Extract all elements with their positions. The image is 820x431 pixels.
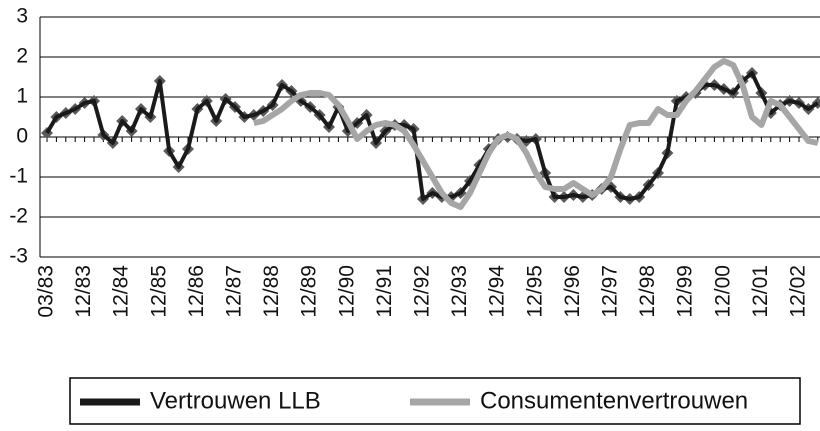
x-tick-label: 12/83 [72, 265, 95, 318]
series-line [253, 58, 819, 210]
x-tick-label: 12/02 [787, 265, 810, 318]
legend-label: Consumentenvertrouwen [480, 387, 748, 414]
y-tick-label: 3 [16, 5, 28, 28]
x-tick-label: 12/89 [298, 265, 321, 318]
x-tick-label: 12/01 [749, 265, 772, 318]
y-tick-label: 2 [16, 45, 28, 68]
y-tick-label: 1 [16, 85, 28, 108]
x-tick-label: 12/87 [223, 265, 246, 318]
y-tick-label: -3 [9, 245, 28, 268]
x-tick-label: 03/83 [35, 265, 58, 318]
x-tick-label: 12/93 [448, 265, 471, 318]
x-tick-label: 12/90 [335, 265, 358, 318]
x-tick-label: 12/85 [147, 265, 170, 318]
x-tick-label: 12/99 [674, 265, 697, 318]
legend-box [69, 377, 801, 425]
y-tick-label: -2 [9, 205, 28, 228]
x-tick-label: 12/91 [373, 265, 396, 318]
x-tick-label: 12/86 [185, 265, 208, 318]
x-tick-label: 12/98 [636, 265, 659, 318]
x-tick-label: 12/92 [411, 265, 434, 318]
x-tick-label: 12/00 [711, 265, 734, 318]
x-tick-label: 12/84 [110, 265, 133, 318]
y-tick-label: 0 [16, 125, 28, 148]
x-tick-label: 12/97 [599, 265, 622, 318]
legend-label: Vertrouwen LLB [150, 387, 321, 414]
x-tick-label: 12/96 [561, 265, 584, 318]
x-tick-label: 12/95 [523, 265, 546, 318]
y-tick-label: -1 [9, 165, 28, 188]
x-tick-label: 12/94 [486, 265, 509, 318]
x-tick-label: 12/88 [260, 265, 283, 318]
